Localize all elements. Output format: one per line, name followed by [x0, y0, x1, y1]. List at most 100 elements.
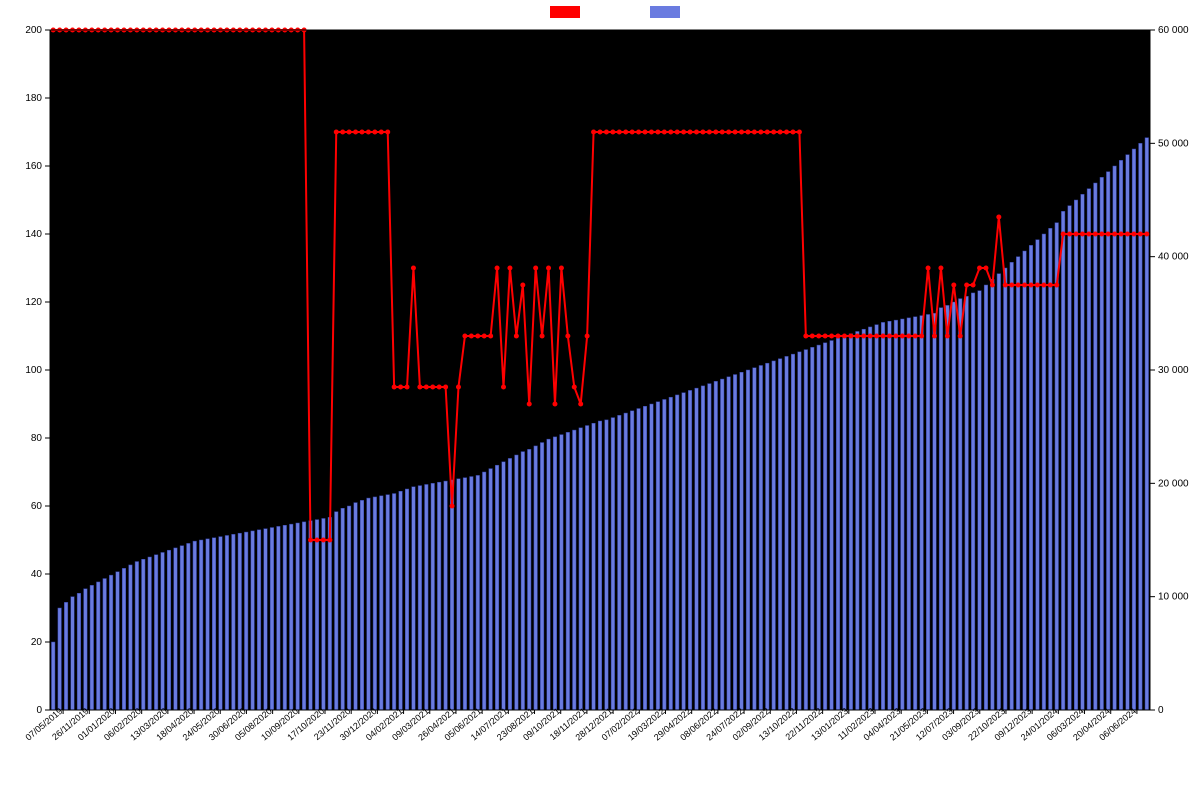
bar: [553, 437, 557, 710]
bar: [386, 495, 390, 710]
line-marker: [643, 130, 648, 135]
bar: [1023, 251, 1027, 710]
line-marker: [1003, 283, 1008, 288]
line-marker: [469, 334, 474, 339]
line-marker: [726, 130, 731, 135]
line-marker: [868, 334, 873, 339]
bar: [334, 512, 338, 710]
bar: [753, 368, 757, 710]
bar: [592, 423, 596, 710]
bar: [540, 443, 544, 710]
line-marker: [1131, 232, 1136, 237]
bar: [708, 384, 712, 710]
line-marker: [694, 130, 699, 135]
line-marker: [938, 266, 943, 271]
bar: [470, 477, 474, 710]
line-marker: [308, 538, 313, 543]
right-tick-label: 50 000: [1158, 138, 1189, 149]
bar: [399, 491, 403, 710]
bar: [476, 475, 480, 710]
bar: [277, 526, 281, 710]
bar: [96, 582, 100, 710]
bar: [1016, 257, 1020, 710]
bar: [232, 534, 236, 710]
bar: [84, 589, 88, 710]
line-marker: [713, 130, 718, 135]
line-marker: [482, 334, 487, 339]
bar: [720, 379, 724, 710]
line-marker: [900, 334, 905, 339]
line-marker: [707, 130, 712, 135]
line-marker: [752, 130, 757, 135]
line-marker: [1009, 283, 1014, 288]
bar: [894, 320, 898, 710]
line-marker: [585, 334, 590, 339]
bar: [328, 517, 332, 710]
bar: [984, 285, 988, 710]
bar: [765, 363, 769, 710]
bar: [347, 506, 351, 710]
bar: [926, 314, 930, 710]
left-tick-label: 140: [25, 229, 42, 240]
bar: [933, 313, 937, 710]
line-marker: [359, 130, 364, 135]
bar: [856, 331, 860, 710]
line-marker: [424, 385, 429, 390]
bar: [1139, 143, 1143, 710]
bar: [90, 585, 94, 710]
bar: [785, 356, 789, 710]
right-tick-label: 20 000: [1158, 478, 1189, 489]
bar: [1119, 160, 1123, 710]
bar: [566, 432, 570, 710]
bar: [302, 522, 306, 710]
bar: [746, 370, 750, 710]
line-marker: [823, 334, 828, 339]
bar: [650, 404, 654, 710]
bar: [521, 452, 525, 710]
line-marker: [366, 130, 371, 135]
bar: [270, 528, 274, 710]
bar: [965, 296, 969, 710]
bar: [920, 316, 924, 710]
line-marker: [1138, 232, 1143, 237]
line-marker: [906, 334, 911, 339]
bar: [663, 399, 667, 710]
bar: [618, 415, 622, 710]
bar: [1042, 234, 1046, 710]
bar: [624, 413, 628, 710]
bar: [836, 338, 840, 710]
line-marker: [893, 334, 898, 339]
bar: [778, 359, 782, 710]
right-tick-label: 40 000: [1158, 252, 1189, 263]
bar: [585, 426, 589, 710]
bar: [573, 430, 577, 710]
bar: [772, 361, 776, 710]
left-tick-label: 80: [31, 433, 43, 444]
bar: [881, 322, 885, 710]
bar: [212, 538, 216, 710]
line-marker: [771, 130, 776, 135]
line-marker: [327, 538, 332, 543]
bar: [193, 541, 197, 710]
bar: [759, 365, 763, 710]
bar: [727, 377, 731, 710]
line-marker: [1061, 232, 1066, 237]
line-marker: [1035, 283, 1040, 288]
line-marker: [572, 385, 577, 390]
line-marker: [514, 334, 519, 339]
bar: [527, 449, 531, 710]
bar: [913, 317, 917, 710]
line-marker: [456, 385, 461, 390]
bar: [605, 420, 609, 710]
line-marker: [527, 402, 532, 407]
line-marker: [488, 334, 493, 339]
bar: [418, 486, 422, 710]
bar: [380, 496, 384, 710]
bar: [219, 537, 223, 710]
bar: [283, 525, 287, 710]
line-marker: [1119, 232, 1124, 237]
line-marker: [990, 283, 995, 288]
line-marker: [405, 385, 410, 390]
right-tick-label: 0: [1158, 705, 1164, 716]
bar: [77, 593, 81, 710]
